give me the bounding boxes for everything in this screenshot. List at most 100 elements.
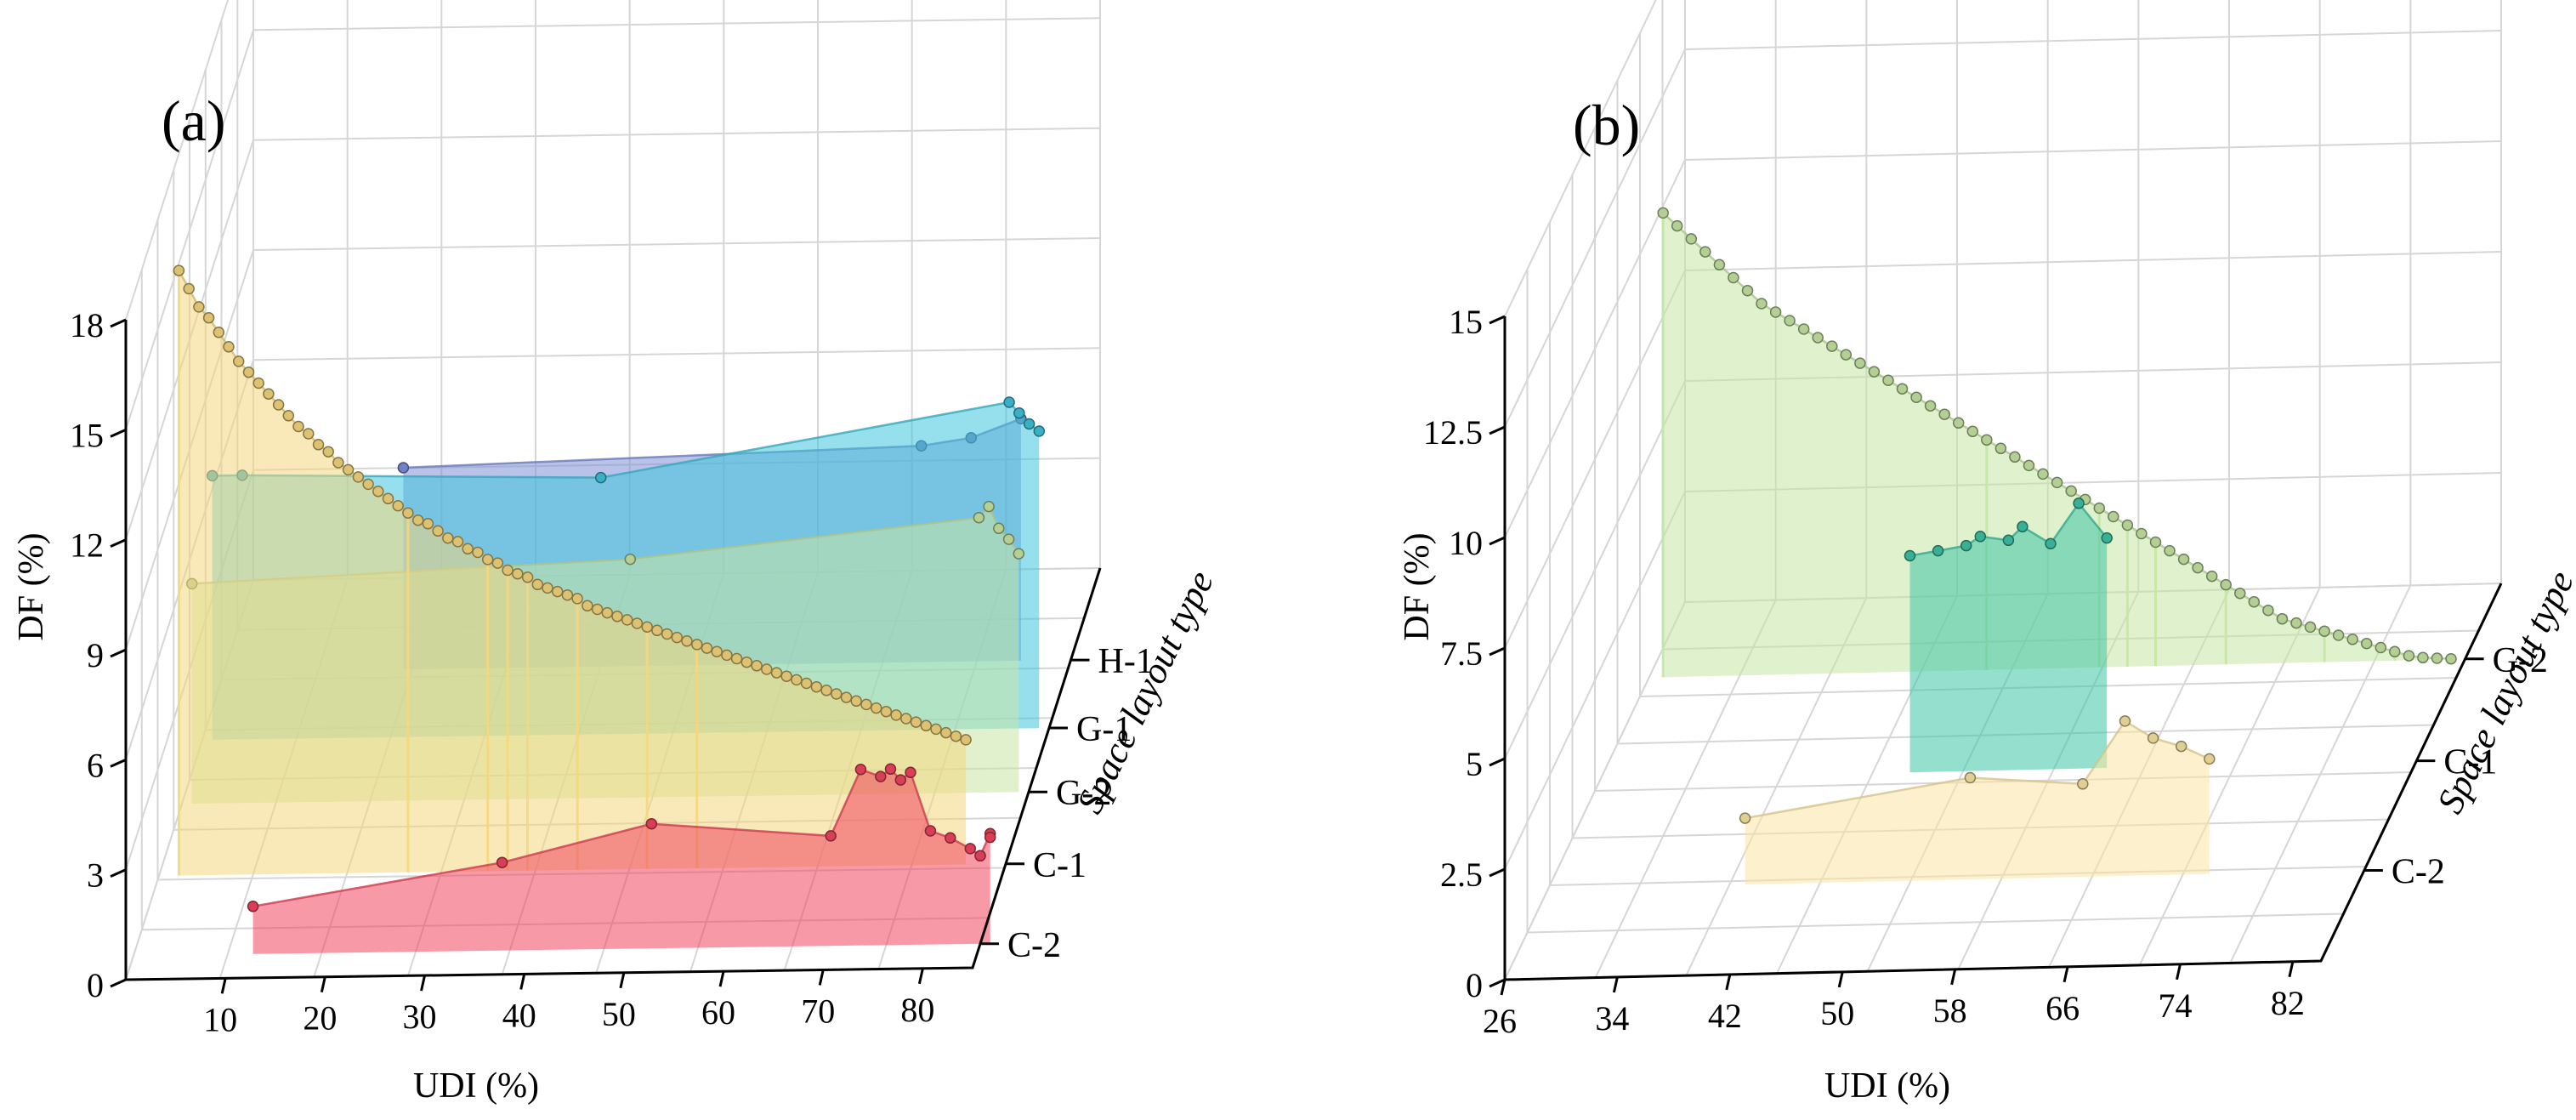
data-point [2121, 519, 2134, 532]
data-point [2077, 778, 2089, 790]
data-point [751, 660, 763, 672]
data-point [624, 553, 637, 566]
data-point [974, 850, 986, 862]
x-tick [420, 975, 426, 992]
data-point [472, 546, 484, 559]
x-tick-label: 50 [1820, 994, 1854, 1032]
data-point [411, 514, 424, 526]
y-tick-label: 6 [87, 746, 104, 784]
data-point [2234, 587, 2246, 600]
data-point [791, 674, 803, 686]
data-point [1938, 408, 1950, 420]
data-point [1981, 434, 1993, 446]
data-point [860, 698, 872, 711]
y-tick [1489, 978, 1506, 988]
data-point [502, 564, 513, 577]
x-tick-label: 10 [203, 1000, 237, 1038]
data-point [939, 726, 952, 739]
data-point [611, 611, 623, 623]
data-point [1013, 406, 1025, 419]
data-point [631, 617, 644, 629]
data-point [2149, 536, 2162, 549]
data-point [2002, 534, 2015, 547]
data-point [850, 695, 862, 708]
data-point [1882, 374, 1894, 386]
data-point [2204, 753, 2216, 765]
data-point [2119, 715, 2131, 727]
data-point [880, 705, 893, 718]
data-point [2017, 520, 2028, 533]
category-label-c-1: C-1 [2443, 743, 2497, 782]
data-point [1657, 207, 1669, 219]
x-tick [1950, 969, 1957, 986]
y-tick-label: 15 [70, 416, 104, 454]
data-point [2290, 617, 2302, 629]
data-point [2445, 652, 2457, 665]
data-point [870, 702, 882, 714]
data-point [973, 511, 985, 524]
data-point [2304, 621, 2317, 634]
data-point [721, 649, 733, 662]
data-point [2417, 651, 2429, 664]
y-tick [110, 318, 127, 328]
data-point [950, 730, 962, 742]
data-point [491, 557, 504, 569]
data-point [730, 652, 743, 665]
series-area-c-2 [252, 769, 990, 954]
data-point [2332, 629, 2345, 641]
data-point [960, 734, 972, 746]
data-point [272, 399, 285, 411]
data-point [645, 817, 658, 830]
x-tick [2288, 961, 2295, 978]
data-point [2276, 612, 2289, 625]
data-point [2431, 652, 2443, 664]
data-point [1904, 549, 1916, 562]
data-point [831, 688, 843, 700]
x-tick-label: 70 [801, 992, 835, 1030]
data-point [263, 388, 275, 400]
data-point [1896, 383, 1909, 395]
series-area-c-1 [1909, 503, 2108, 773]
gridline [125, 17, 1101, 430]
data-point [1994, 442, 2007, 455]
data-point [1910, 391, 1922, 403]
data-point [1812, 332, 1824, 344]
data-point [2389, 645, 2401, 658]
data-point [422, 518, 434, 530]
data-point [1003, 396, 1015, 408]
x-tick-label: 66 [2045, 989, 2080, 1027]
category-label-g-1: G-1 [1076, 710, 1132, 749]
x-tick [917, 968, 924, 985]
series-area-c-2 [1745, 720, 2210, 885]
y-tick [1489, 536, 1506, 546]
y-tick-label: 0 [1466, 966, 1483, 1004]
data-point [780, 670, 792, 682]
y-tick [110, 428, 127, 438]
data-point [1964, 771, 1977, 784]
data-point [1960, 539, 1972, 552]
data-point [691, 639, 703, 651]
gridline [1616, 80, 2434, 745]
data-point [945, 832, 956, 844]
x-tick [818, 969, 825, 986]
data-point [451, 536, 464, 548]
x-tick [1725, 974, 1732, 991]
y-tick-label: 18 [70, 306, 104, 344]
data-point [1756, 298, 1767, 310]
data-point [711, 645, 723, 657]
category-label-g-2: G-2 [2493, 641, 2548, 680]
data-point [740, 656, 753, 668]
data-point [905, 766, 916, 779]
data-point [292, 420, 304, 433]
data-point [462, 543, 474, 555]
axes: 26 34 42 50 58 66 74 82 0 2.5 5 7.5 10 12.5 15 C-2 C-1 G-… [1423, 303, 2548, 1040]
data-point [312, 439, 325, 451]
y-tick-label: 5 [1466, 745, 1483, 783]
data-point [247, 901, 259, 912]
y-tick [1489, 757, 1506, 767]
axes: 10 20 30 40 50 60 70 80 0 3 6 9 12 15 18 C-2 C-1 G-2 G-1 H-… [70, 306, 1154, 1038]
series-group [173, 264, 1046, 954]
z-axis-title: Space layout type [1069, 564, 1222, 819]
data-point [661, 628, 673, 640]
gridline [125, 0, 230, 321]
